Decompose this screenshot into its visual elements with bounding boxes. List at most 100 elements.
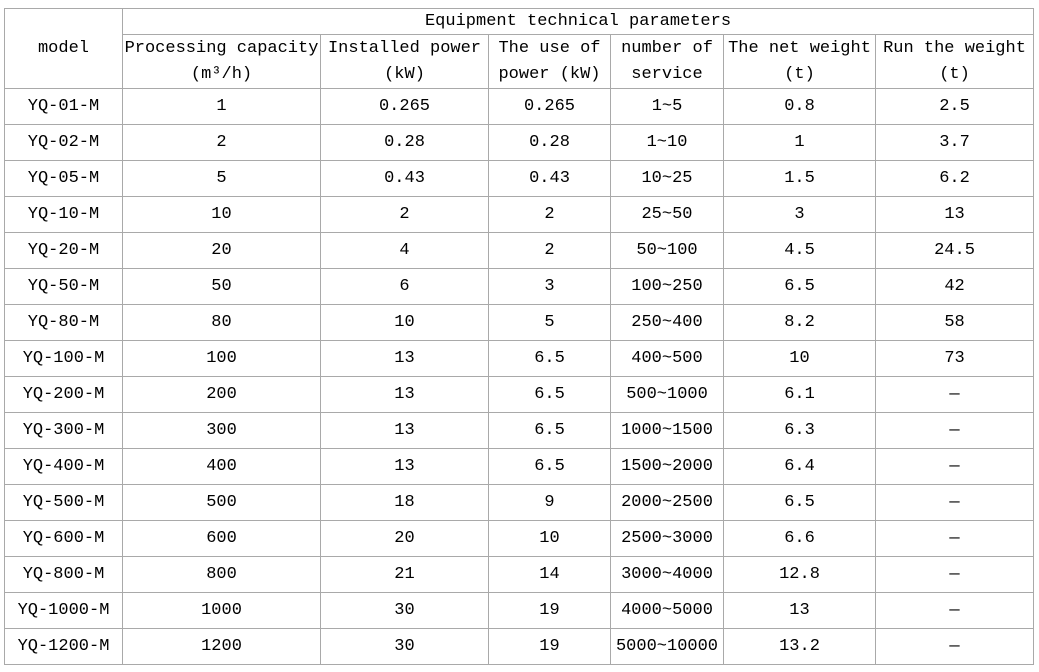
table-row: YQ-01-M 1 0.265 0.265 1~5 0.8 2.5 (4, 88, 1035, 125)
table-title-row: model Equipment technical parameters (4, 8, 1035, 89)
equipment-parameters-table-container: model Equipment technical parameters Pro… (4, 8, 1035, 665)
column-header-line1: Installed power (327, 38, 482, 58)
run-weight-cell: 13 (874, 196, 1035, 233)
column-header-line1: Processing capacity (124, 38, 319, 58)
service-cell: 25~50 (610, 196, 724, 233)
model-cell: YQ-20-M (4, 232, 123, 269)
capacity-cell: 1000 (122, 592, 321, 629)
column-header-line2: power (kW) (498, 64, 601, 84)
run-weight-cell: 24.5 (874, 232, 1035, 269)
table-row: YQ-1200-M 1200 30 19 5000~10000 13.2 — (4, 628, 1035, 665)
installed-power-cell: 10 (320, 304, 489, 341)
installed-power-cell: 2 (320, 196, 489, 233)
service-cell: 1~5 (610, 88, 724, 125)
model-column-header: model (4, 8, 123, 89)
column-header: number of service (610, 34, 724, 89)
column-header-line2: (t) (939, 64, 970, 84)
table-row: YQ-80-M 80 10 5 250~400 8.2 58 (4, 304, 1035, 341)
use-power-cell: 2 (488, 232, 611, 269)
capacity-cell: 300 (122, 412, 321, 449)
table-row: YQ-20-M 20 4 2 50~100 4.5 24.5 (4, 232, 1035, 269)
use-power-cell: 19 (488, 628, 611, 665)
run-weight-cell: 73 (874, 340, 1035, 377)
service-cell: 3000~4000 (610, 556, 724, 593)
net-weight-cell: 13 (723, 592, 876, 629)
capacity-cell: 80 (122, 304, 321, 341)
service-cell: 1500~2000 (610, 448, 724, 485)
net-weight-cell: 3 (723, 196, 876, 233)
use-power-cell: 6.5 (488, 448, 611, 485)
net-weight-cell: 13.2 (723, 628, 876, 665)
net-weight-cell: 4.5 (723, 232, 876, 269)
table-row: YQ-600-M 600 20 10 2500~3000 6.6 — (4, 520, 1035, 557)
use-power-cell: 0.43 (488, 160, 611, 197)
table-row: YQ-400-M 400 13 6.5 1500~2000 6.4 — (4, 448, 1035, 485)
run-weight-cell: — (874, 628, 1035, 665)
run-weight-cell: 42 (874, 268, 1035, 305)
net-weight-cell: 1 (723, 124, 876, 161)
table-row: YQ-800-M 800 21 14 3000~4000 12.8 — (4, 556, 1035, 593)
table-row: YQ-50-M 50 6 3 100~250 6.5 42 (4, 268, 1035, 305)
capacity-cell: 100 (122, 340, 321, 377)
table-row: YQ-200-M 200 13 6.5 500~1000 6.1 — (4, 376, 1035, 413)
use-power-cell: 0.265 (488, 88, 611, 125)
run-weight-cell: — (874, 448, 1035, 485)
installed-power-cell: 13 (320, 448, 489, 485)
table-row: YQ-02-M 2 0.28 0.28 1~10 1 3.7 (4, 124, 1035, 161)
run-weight-cell: 2.5 (874, 88, 1035, 125)
column-header-line1: Run the weight (883, 38, 1026, 58)
installed-power-cell: 4 (320, 232, 489, 269)
installed-power-cell: 13 (320, 412, 489, 449)
installed-power-cell: 0.265 (320, 88, 489, 125)
service-cell: 500~1000 (610, 376, 724, 413)
table-row: YQ-100-M 100 13 6.5 400~500 10 73 (4, 340, 1035, 377)
column-header-line2: (t) (784, 64, 815, 84)
column-header-line2: service (631, 64, 703, 84)
model-cell: YQ-600-M (4, 520, 123, 557)
installed-power-cell: 13 (320, 340, 489, 377)
model-cell: YQ-05-M (4, 160, 123, 197)
use-power-cell: 6.5 (488, 412, 611, 449)
net-weight-cell: 6.1 (723, 376, 876, 413)
capacity-cell: 2 (122, 124, 321, 161)
column-headers-row: Processing capacity (m³/h) Installed pow… (5, 34, 1035, 89)
run-weight-cell: — (874, 412, 1035, 449)
installed-power-cell: 18 (320, 484, 489, 521)
service-cell: 4000~5000 (610, 592, 724, 629)
use-power-cell: 14 (488, 556, 611, 593)
net-weight-cell: 6.5 (723, 484, 876, 521)
installed-power-cell: 30 (320, 592, 489, 629)
installed-power-cell: 21 (320, 556, 489, 593)
table-row: YQ-300-M 300 13 6.5 1000~1500 6.3 — (4, 412, 1035, 449)
equipment-parameters-table: model Equipment technical parameters Pro… (4, 8, 1035, 665)
capacity-cell: 1 (122, 88, 321, 125)
model-cell: YQ-300-M (4, 412, 123, 449)
model-cell: YQ-02-M (4, 124, 123, 161)
service-cell: 400~500 (610, 340, 724, 377)
table-body: YQ-01-M 1 0.265 0.265 1~5 0.8 2.5 YQ-02-… (4, 88, 1035, 665)
use-power-cell: 19 (488, 592, 611, 629)
column-header: Installed power (kW) (320, 34, 489, 89)
run-weight-cell: 58 (874, 304, 1035, 341)
model-cell: YQ-80-M (4, 304, 123, 341)
installed-power-cell: 0.43 (320, 160, 489, 197)
service-cell: 1~10 (610, 124, 724, 161)
net-weight-cell: 10 (723, 340, 876, 377)
capacity-cell: 400 (122, 448, 321, 485)
run-weight-cell: 3.7 (874, 124, 1035, 161)
capacity-cell: 800 (122, 556, 321, 593)
run-weight-cell: — (874, 520, 1035, 557)
column-header-line1: The use of (498, 38, 601, 58)
model-cell: YQ-10-M (4, 196, 123, 233)
capacity-cell: 1200 (122, 628, 321, 665)
table-row: YQ-05-M 5 0.43 0.43 10~25 1.5 6.2 (4, 160, 1035, 197)
run-weight-cell: — (874, 484, 1035, 521)
net-weight-cell: 6.6 (723, 520, 876, 557)
run-weight-cell: — (874, 376, 1035, 413)
run-weight-cell: — (874, 556, 1035, 593)
table-title: Equipment technical parameters (121, 8, 1035, 35)
model-cell: YQ-1000-M (4, 592, 123, 629)
use-power-cell: 9 (488, 484, 611, 521)
service-cell: 1000~1500 (610, 412, 724, 449)
column-header-line2: (kW) (384, 64, 425, 84)
